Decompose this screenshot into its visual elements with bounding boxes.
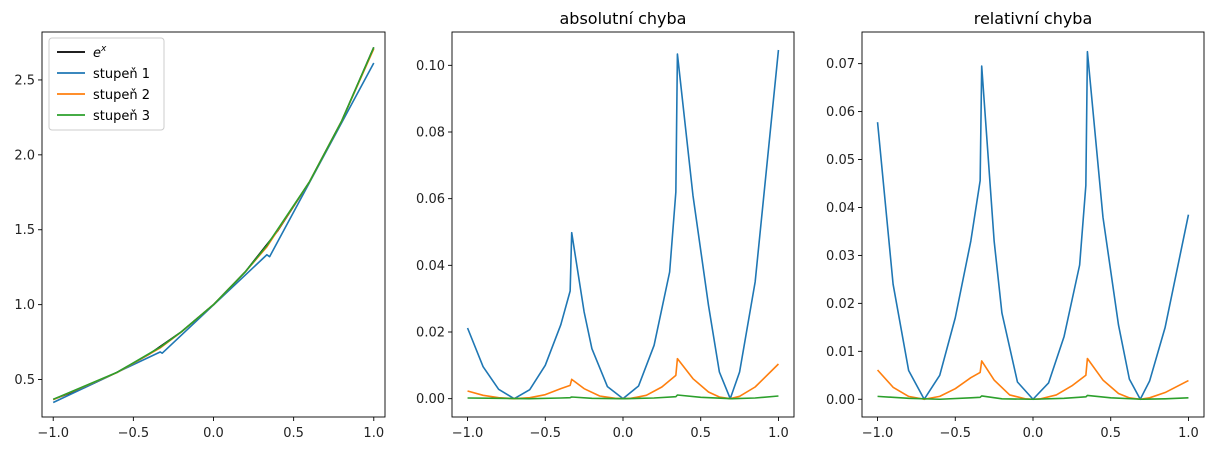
x-tick-label: 1.0: [768, 426, 789, 441]
axes-title: relativní chyba: [974, 9, 1093, 28]
y-tick-label: 0.04: [826, 201, 855, 216]
legend-label: stupeň 3: [93, 109, 150, 124]
legend-label: stupeň 1: [93, 67, 150, 82]
y-tick-label: 0.5: [14, 373, 35, 388]
axes-1: −1.0 −0.5 0.0 0.5 1.00.51.01.52.02.5exstupeň…: [14, 31, 386, 441]
x-tick-label: 0.5: [690, 426, 711, 441]
y-tick-label: 0.00: [416, 392, 445, 407]
y-tick-label: 1.5: [14, 223, 35, 238]
x-tick-label: −1.0: [37, 426, 69, 441]
axes-3: −1.0 −0.5 0.0 0.5 1.0 0.00 0.01 0.02 0.03 0.04 0.0…: [826, 9, 1205, 441]
x-tick-label: 0.5: [283, 426, 304, 441]
x-tick-label: 0.0: [1023, 426, 1044, 441]
series-line-deg3: [877, 394, 1189, 401]
y-tick-label: 0.02: [416, 326, 445, 341]
x-tick-label: 0.0: [203, 426, 224, 441]
series-group: [876, 50, 1190, 401]
y-tick-label: 0.06: [826, 105, 855, 120]
y-tick-label: 2.0: [14, 148, 35, 163]
y-tick-label: 0.08: [416, 126, 445, 141]
axes-2: −1.0 −0.5 0.0 0.5 1.0 0.00 0.02 0.04 0.06 0.08 0.1…: [416, 9, 795, 441]
x-tick-label: 0.0: [613, 426, 634, 441]
axes-title: absolutní chyba: [560, 9, 687, 28]
y-tick-label: 0.10: [416, 59, 445, 74]
y-tick-label: 0.02: [826, 297, 855, 312]
y-tick-label: 2.5: [14, 73, 35, 88]
y-tick-label: 0.04: [416, 259, 445, 274]
y-tick-label: 0.05: [826, 153, 855, 168]
x-tick-label: −1.0: [862, 426, 894, 441]
y-tick-label: 0.03: [826, 249, 855, 264]
y-tick-label: 0.07: [826, 57, 855, 72]
legend-label: stupeň 2: [93, 88, 150, 103]
x-tick-label: 0.5: [1100, 426, 1121, 441]
x-tick-label: 1.0: [1178, 426, 1199, 441]
x-tick-label: −1.0: [452, 426, 484, 441]
x-tick-label: −0.5: [529, 426, 561, 441]
series-group: [52, 46, 375, 404]
series-line-deg3: [467, 394, 779, 400]
y-tick-label: 0.01: [826, 345, 855, 360]
x-tick-label: 1.0: [363, 426, 384, 441]
y-tick-label: 0.00: [826, 393, 855, 408]
series-line-deg3: [52, 47, 375, 401]
series-group: [466, 49, 780, 400]
axes-layer: −1.0 −0.5 0.0 0.5 1.00.51.01.52.02.5exstupeň…: [14, 9, 1205, 441]
x-tick-label: −0.5: [939, 426, 971, 441]
x-tick-label: −0.5: [118, 426, 150, 441]
legend-box: [48, 37, 165, 131]
y-tick-label: 0.06: [416, 192, 445, 207]
y-tick-label: 1.0: [14, 298, 35, 313]
